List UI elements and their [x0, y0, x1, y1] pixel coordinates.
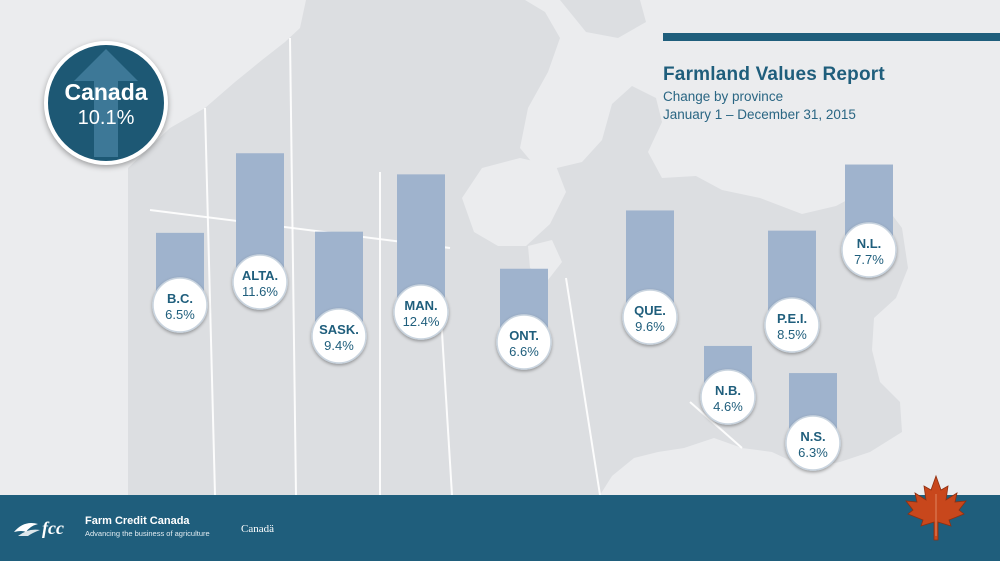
province-group: N.B.4.6% — [700, 345, 756, 425]
province-name: N.S. — [800, 429, 825, 444]
province-group: P.E.I.8.5% — [764, 230, 820, 353]
province-value-label: 12.4% — [403, 314, 440, 329]
northern-islands — [325, 0, 646, 38]
footer-bar: fcc Farm Credit Canada Advancing the bus… — [0, 495, 1000, 561]
province-value-label: 6.3% — [798, 445, 828, 460]
province-group: ALTA.11.6% — [232, 153, 288, 310]
province-name: P.E.I. — [777, 311, 807, 326]
province-label-circle — [152, 277, 208, 333]
province-group: N.L.7.7% — [841, 164, 897, 278]
province-value-label: 9.4% — [324, 338, 354, 353]
report-period: January 1 – December 31, 2015 — [663, 107, 856, 122]
province-value-label: 7.7% — [854, 252, 884, 267]
province-label-circle — [311, 308, 367, 364]
province-name: QUE. — [634, 303, 666, 318]
national-value: 10.1% — [77, 107, 135, 129]
national-name: Canada — [64, 79, 148, 105]
title-block: Farmland Values Report Change by provinc… — [663, 64, 983, 122]
province-group: SASK.9.4% — [311, 231, 367, 364]
org-tagline: Advancing the business of agriculture — [85, 529, 210, 538]
national-badge: Canada 10.1% — [44, 41, 168, 165]
province-label-circle — [496, 314, 552, 370]
province-value-label: 4.6% — [713, 399, 743, 414]
maple-leaf-icon — [905, 474, 967, 541]
province-value-label: 11.6% — [242, 284, 278, 299]
province-label-circle — [785, 415, 841, 471]
province-label-circle — [232, 254, 288, 310]
province-name: SASK. — [319, 322, 359, 337]
province-group: B.C.6.5% — [152, 232, 208, 333]
province-label-circle — [622, 289, 678, 345]
province-name: ONT. — [509, 328, 539, 343]
province-label-circle — [393, 284, 449, 340]
province-label-circle — [764, 297, 820, 353]
government-wordmark: Canadä — [241, 523, 274, 535]
province-group: MAN.12.4% — [393, 174, 449, 340]
hudson-bay — [462, 158, 566, 246]
org-name: Farm Credit Canada — [85, 515, 190, 527]
province-value-label: 6.5% — [165, 307, 195, 322]
up-arrow-icon — [74, 49, 138, 157]
province-value-label: 8.5% — [777, 327, 807, 342]
svg-text:fcc: fcc — [42, 518, 64, 538]
province-name: ALTA. — [242, 268, 278, 283]
province-label-circle — [700, 369, 756, 425]
province-value-label: 9.6% — [635, 319, 665, 334]
province-name: MAN. — [404, 298, 437, 313]
province-label-circle — [841, 222, 897, 278]
province-name: B.C. — [167, 291, 193, 306]
province-value-label: 6.6% — [509, 344, 539, 359]
province-group: ONT.6.6% — [496, 268, 552, 370]
province-group: QUE.9.6% — [622, 210, 678, 345]
page-title: Farmland Values Report — [663, 64, 885, 85]
province-name: N.B. — [715, 383, 741, 398]
province-name: N.L. — [857, 236, 882, 251]
province-group: N.S.6.3% — [785, 373, 841, 471]
header-rule — [663, 33, 1000, 41]
fcc-logo-icon: fcc — [14, 518, 64, 538]
page-subtitle: Change by province — [663, 89, 784, 104]
